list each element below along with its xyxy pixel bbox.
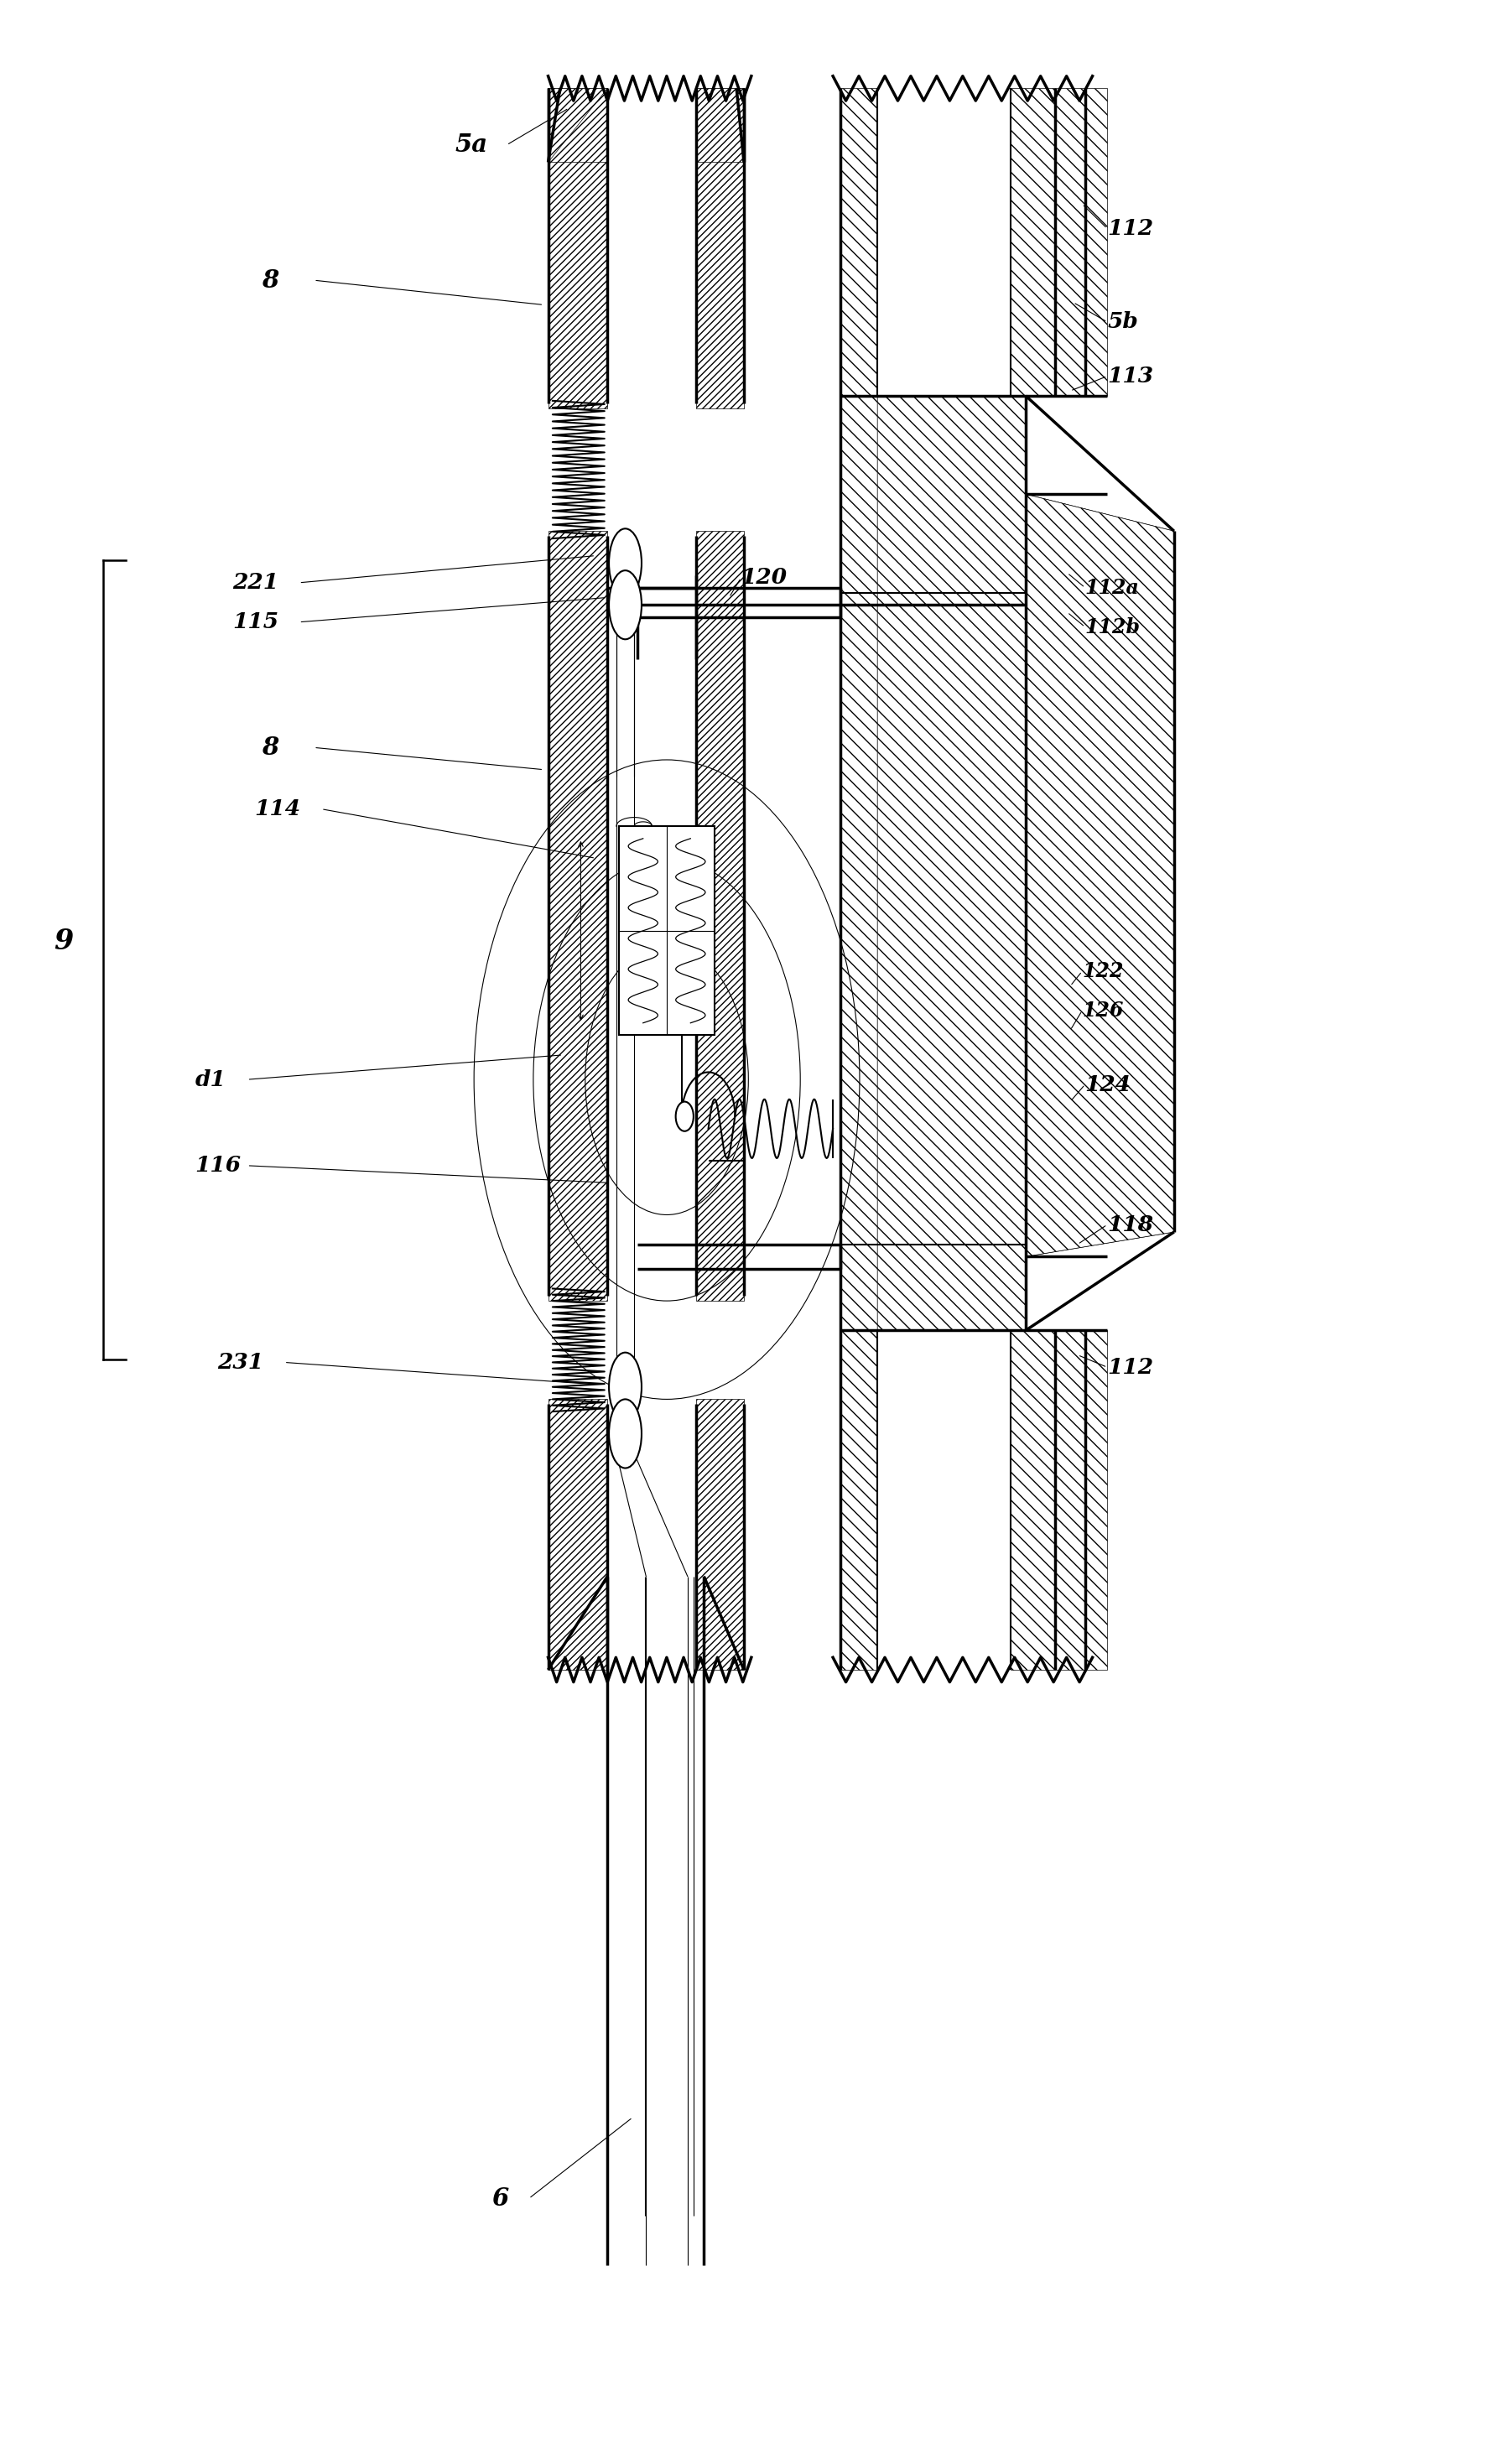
Polygon shape — [696, 89, 744, 409]
Polygon shape — [877, 397, 1173, 1331]
Ellipse shape — [608, 572, 641, 638]
Polygon shape — [1010, 1331, 1054, 1671]
Polygon shape — [547, 532, 607, 1301]
Text: 8: 8 — [262, 734, 278, 759]
Text: 112: 112 — [1106, 1358, 1152, 1377]
Polygon shape — [840, 89, 877, 397]
Text: 8: 8 — [262, 269, 278, 293]
Ellipse shape — [608, 530, 641, 596]
Ellipse shape — [608, 1400, 641, 1469]
Polygon shape — [547, 1400, 607, 1671]
Polygon shape — [1054, 1331, 1084, 1671]
Text: 114: 114 — [254, 798, 300, 821]
Text: 126: 126 — [1081, 1000, 1123, 1020]
Polygon shape — [547, 89, 607, 163]
Text: 112: 112 — [1106, 219, 1152, 239]
Text: 122: 122 — [1081, 961, 1123, 981]
Polygon shape — [696, 89, 744, 163]
Polygon shape — [840, 1331, 877, 1671]
Polygon shape — [1084, 89, 1106, 397]
Polygon shape — [547, 89, 607, 163]
Text: 9: 9 — [54, 929, 74, 956]
Text: 112a: 112a — [1084, 577, 1139, 599]
Text: 115: 115 — [232, 611, 278, 633]
Text: 113: 113 — [1106, 365, 1152, 387]
Text: d1: d1 — [195, 1069, 226, 1089]
Text: 124: 124 — [1084, 1074, 1130, 1094]
Polygon shape — [1010, 89, 1054, 397]
Text: 5b: 5b — [1106, 310, 1138, 333]
Text: 5a: 5a — [455, 133, 488, 158]
Polygon shape — [840, 397, 877, 1331]
Text: 112b: 112b — [1084, 616, 1139, 638]
Polygon shape — [696, 532, 744, 1301]
Ellipse shape — [608, 1353, 641, 1422]
Text: 118: 118 — [1106, 1215, 1152, 1234]
Polygon shape — [1025, 495, 1173, 1257]
Text: 6: 6 — [492, 2186, 509, 2210]
Text: 120: 120 — [741, 567, 787, 589]
Text: 221: 221 — [232, 572, 278, 594]
Polygon shape — [1084, 1331, 1106, 1671]
Polygon shape — [547, 89, 607, 409]
Polygon shape — [1054, 89, 1084, 397]
Text: 116: 116 — [195, 1156, 241, 1175]
Circle shape — [675, 1101, 693, 1131]
Text: 231: 231 — [217, 1353, 263, 1372]
Polygon shape — [696, 1400, 744, 1671]
Bar — [619, 825, 714, 1035]
